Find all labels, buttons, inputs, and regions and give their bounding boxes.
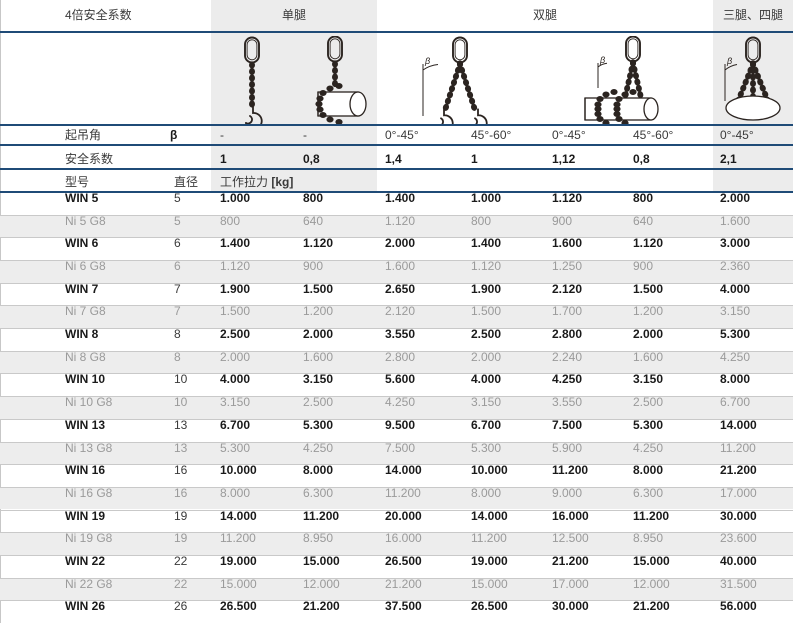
svg-text:β: β xyxy=(599,55,605,65)
svg-text:β: β xyxy=(424,56,430,66)
svg-text:β: β xyxy=(726,56,732,66)
